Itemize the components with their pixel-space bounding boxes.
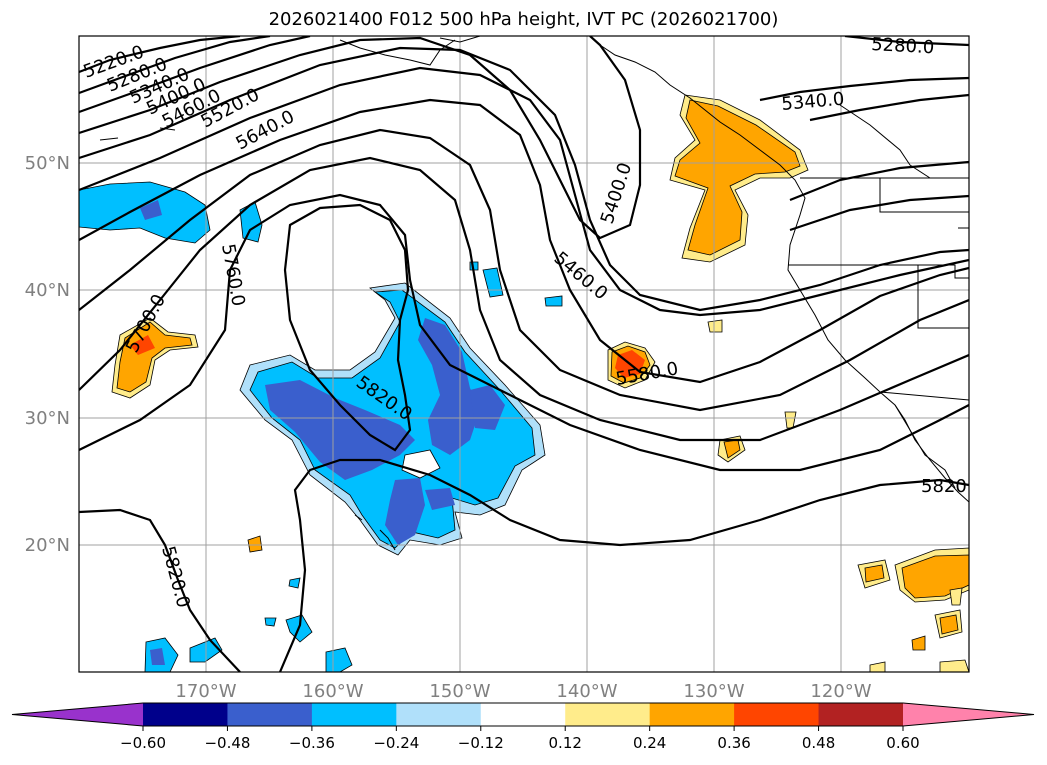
contour-5340 (79, 36, 311, 114)
colorbar-tick-label: −0.24 (373, 734, 419, 752)
contour-label: 5820 (921, 476, 967, 497)
colorbar-extend-high (903, 703, 1034, 726)
colorbar-segment (734, 703, 820, 726)
lon-label: 160°W (302, 681, 363, 702)
colorbar-tick-label: 0.24 (633, 734, 666, 752)
lon-label: 150°W (429, 681, 490, 702)
chart-title: 2026021400 F012 500 hPa height, IVT PC (… (268, 9, 779, 30)
colorbar-tick-label: −0.12 (458, 734, 504, 752)
lat-label: 50°N (25, 153, 70, 174)
contour-5280 (79, 36, 271, 95)
contour-5340-east (759, 76, 969, 102)
colorbar-segment (649, 703, 735, 726)
colorbar-tick-label: −0.48 (204, 734, 250, 752)
contour-5520 (79, 66, 969, 317)
colorbar-extend-low (12, 703, 143, 726)
contour-5580 (79, 98, 969, 384)
ivt-shading (79, 94, 969, 672)
colorbar-tick-label: −0.60 (120, 734, 166, 752)
contour-5880 (844, 36, 969, 47)
contour-5820-east (278, 458, 969, 672)
lon-label: 130°W (683, 681, 744, 702)
contour-5220 (79, 36, 241, 74)
colorbar-segment (565, 703, 651, 726)
colorbar-tick-label: 0.36 (717, 734, 750, 752)
colorbar-segment (143, 703, 228, 726)
lon-label: 170°W (175, 681, 236, 702)
longitude-labels: 170°W 160°W 150°W 140°W 130°W 120°W (175, 681, 871, 702)
lat-label: 40°N (25, 280, 70, 301)
lon-label: 120°W (810, 681, 871, 702)
lat-label: 30°N (25, 408, 70, 429)
colorbar-tick-label: 0.60 (886, 734, 919, 752)
colorbar-segment (818, 703, 904, 726)
contour-5820-south (79, 508, 241, 672)
contour-east-3 (809, 93, 969, 122)
map-panel (79, 36, 969, 672)
contour-5640 (79, 128, 969, 412)
contour-east-1 (789, 160, 969, 202)
colorbar-segment (396, 703, 482, 726)
lat-label: 20°N (25, 535, 70, 556)
colorbar-segment (311, 703, 397, 726)
height-contours (79, 36, 969, 672)
colorbar-segment (480, 703, 566, 726)
contour-5760 (79, 193, 969, 472)
contour-5700 (79, 156, 969, 442)
contour-label: 5280.0 (871, 34, 935, 58)
latitude-labels: 50°N 40°N 30°N 20°N (25, 153, 70, 556)
contour-east-2 (789, 194, 969, 232)
lon-label: 140°W (556, 681, 617, 702)
map-frame (78, 35, 970, 673)
colorbar-segment (227, 703, 313, 726)
colorbar-tick-label: 0.12 (549, 734, 582, 752)
colorbar: −0.60 −0.48 −0.36 −0.24 −0.12 0.12 0.24 0.36 0.4… (11, 702, 1035, 752)
colorbar-tick-label: 0.48 (802, 734, 835, 752)
contour-5820-inner (283, 203, 412, 452)
contour-5460 (79, 46, 969, 312)
contour-5400 (79, 36, 642, 240)
colorbar-tick-label: −0.36 (289, 734, 335, 752)
